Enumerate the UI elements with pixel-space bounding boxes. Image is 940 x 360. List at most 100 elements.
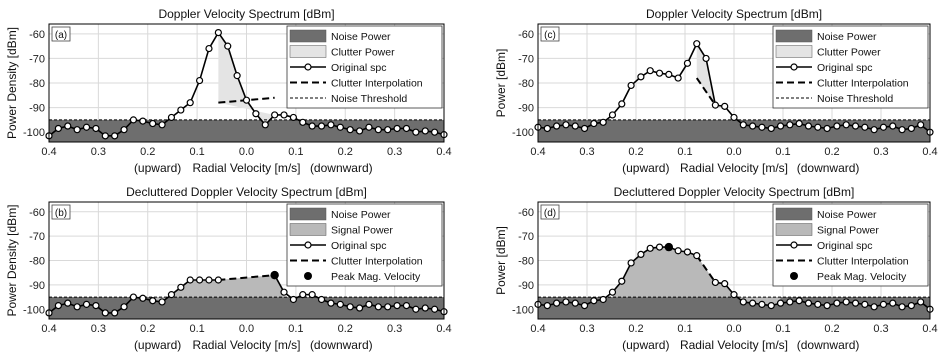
y-tick-label: -70 bbox=[29, 231, 45, 243]
spectrum-point bbox=[683, 248, 692, 256]
spectrum-point bbox=[393, 124, 401, 133]
y-tick-label: -60 bbox=[518, 29, 534, 41]
x-tick-label: 0.0 bbox=[239, 323, 254, 335]
x-tick-label: 0.4 bbox=[436, 146, 451, 158]
spectrum-point bbox=[224, 42, 232, 50]
x-tick-label: 0.4 bbox=[530, 323, 545, 335]
spectrum-point bbox=[637, 73, 645, 81]
legend-label: Signal Power bbox=[817, 225, 879, 237]
spectrum-point bbox=[327, 121, 335, 129]
spectrum-point bbox=[139, 117, 147, 125]
spectrum-point bbox=[317, 122, 326, 130]
noise-power-area bbox=[538, 119, 930, 142]
x-tick-label: 0.4 bbox=[41, 323, 56, 335]
peak-velocity-marker bbox=[270, 270, 279, 280]
spectrum-point bbox=[833, 122, 841, 130]
spectrum-point bbox=[402, 124, 411, 133]
legend-swatch-noise bbox=[775, 29, 813, 43]
y-tick-label: -80 bbox=[29, 78, 45, 90]
spectrum-point bbox=[562, 298, 570, 306]
spectrum-point bbox=[214, 276, 222, 284]
panel-label-box bbox=[51, 26, 71, 42]
spectrum-point bbox=[627, 81, 635, 90]
legend-label: Clutter Power bbox=[817, 47, 881, 59]
spectrum-point bbox=[158, 298, 166, 306]
x-tick-label: 0.1 bbox=[189, 323, 204, 335]
spectrum-point bbox=[73, 126, 81, 134]
spectrum-point bbox=[571, 122, 579, 130]
spectrum-point bbox=[384, 126, 392, 134]
spectrum-point bbox=[308, 291, 316, 299]
x-tick-label: 0.1 bbox=[775, 146, 790, 158]
y-tick-label: -60 bbox=[518, 207, 534, 219]
spectrum-point bbox=[374, 303, 382, 311]
spectrum-point bbox=[702, 54, 710, 63]
spectrum-point bbox=[580, 124, 589, 133]
spectrum-point bbox=[767, 301, 775, 310]
y-tick-label: -60 bbox=[29, 29, 45, 41]
x-direction-left-label: (upward) bbox=[622, 338, 669, 352]
spectrum-point bbox=[205, 276, 213, 284]
spectrum-point bbox=[111, 309, 119, 317]
legend-label: Signal Power bbox=[331, 225, 393, 237]
spectrum-point bbox=[92, 301, 100, 310]
chart-title: Doppler Velocity Spectrum [dBm] bbox=[158, 7, 334, 21]
clutter-interpolation-line bbox=[218, 274, 275, 281]
y-axis-label: Power [dBm] bbox=[494, 226, 508, 295]
spectrum-point bbox=[804, 122, 813, 130]
spectrum-point bbox=[851, 299, 860, 307]
x-tick-label: 0.2 bbox=[140, 146, 155, 158]
spectrum-point bbox=[167, 291, 176, 299]
legend-swatch-signal bbox=[289, 223, 327, 236]
x-tick-label: 0.0 bbox=[239, 146, 254, 158]
spectrum-point bbox=[402, 301, 411, 310]
spectrum-point bbox=[861, 123, 869, 131]
spectrum-point bbox=[289, 295, 298, 304]
spectrum-point bbox=[599, 118, 607, 126]
legend-swatch-noise bbox=[775, 207, 813, 221]
spectrum-point bbox=[674, 247, 682, 255]
spectrum-point bbox=[693, 252, 701, 260]
spectrum-point bbox=[129, 116, 138, 124]
legend-swatch-peak bbox=[790, 272, 798, 280]
spectrum-point bbox=[711, 101, 719, 109]
spectrum-point bbox=[823, 124, 831, 133]
legend-label: Original spc bbox=[817, 240, 872, 252]
panel-label-box bbox=[540, 204, 560, 220]
chart-panel-1: 0.4 0.3 0.2 0.1 0.0 0.1 0.2 0.3 0.4 -60 -70 -80 -90 -… bbox=[5, 7, 452, 175]
x-tick-label: 0.1 bbox=[288, 323, 303, 335]
spectrum-point bbox=[233, 72, 241, 80]
chart-title: Doppler Velocity Spectrum [dBm] bbox=[646, 7, 822, 21]
x-tick-label: 0.0 bbox=[726, 323, 741, 335]
panel-label: (b) bbox=[55, 208, 67, 219]
y-tick-label: -80 bbox=[29, 256, 45, 268]
spectrum-point bbox=[870, 126, 878, 134]
spectrum-point bbox=[186, 99, 194, 107]
x-tick-label: 0.2 bbox=[628, 146, 643, 158]
spectrum-point bbox=[767, 124, 775, 133]
spectrum-point bbox=[637, 250, 645, 259]
legend-swatch-spc-marker bbox=[304, 63, 312, 71]
spectrum-point bbox=[299, 118, 307, 126]
x-direction-left-label: (upward) bbox=[134, 338, 181, 352]
spectrum-point bbox=[365, 300, 373, 308]
spectrum-point bbox=[129, 293, 138, 301]
legend-swatch-signal bbox=[775, 223, 813, 236]
noise-power-area bbox=[49, 297, 444, 319]
spectrum-point bbox=[421, 127, 429, 135]
spectrum-point bbox=[139, 294, 147, 302]
spectrum-point bbox=[271, 111, 279, 119]
x-tick-label: 0.3 bbox=[873, 146, 888, 158]
spectrum-point bbox=[879, 300, 888, 308]
spectrum-point bbox=[252, 110, 260, 118]
spectrum-point bbox=[355, 127, 364, 135]
spectrum-point bbox=[289, 113, 298, 122]
spectrum-point bbox=[167, 113, 176, 122]
spectrum-point bbox=[889, 299, 897, 307]
spectrum-point bbox=[374, 126, 382, 134]
spectrum-point bbox=[177, 283, 185, 291]
spectrum-point bbox=[214, 29, 222, 37]
spectrum-point bbox=[590, 119, 598, 128]
panel-label-box bbox=[51, 204, 71, 220]
